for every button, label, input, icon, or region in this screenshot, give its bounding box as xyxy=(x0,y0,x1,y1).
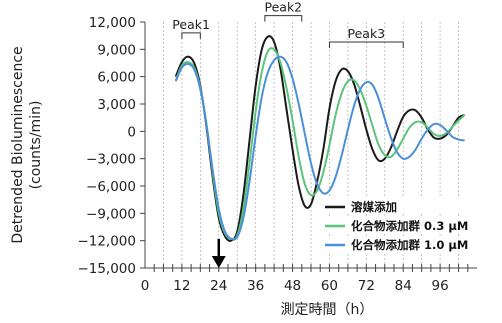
treatment-arrow xyxy=(211,238,226,268)
y-tick-label: 0 xyxy=(127,124,136,140)
peak-label: Peak1 xyxy=(172,17,210,32)
x-tick-label: 24 xyxy=(210,278,227,294)
y-tick-label: 9,000 xyxy=(97,42,136,58)
legend-bg xyxy=(323,217,502,233)
y-axis-title-line1: Detrended Bioluminescence xyxy=(10,46,26,243)
axes: 12,000 9,000 6,000 3,000 0 −3,000 −6,000 −9,000… xyxy=(77,15,477,294)
peak-label: Peak2 xyxy=(265,0,303,15)
peak-bracket xyxy=(328,41,404,49)
y-tick-label: −15,000 xyxy=(77,261,136,277)
x-axis-title: 測定時間（h） xyxy=(281,302,374,318)
series-line-3 xyxy=(174,55,465,241)
peak-bracket xyxy=(264,15,303,22)
legend-bg xyxy=(323,198,502,214)
x-tick-label: 84 xyxy=(395,278,412,294)
peak-bracket xyxy=(181,32,201,39)
legend-label: 化合物添加群 0.3 μM xyxy=(351,219,468,233)
x-tick-label: 36 xyxy=(247,278,264,294)
arrow-head xyxy=(211,256,226,268)
y-tick-label: −12,000 xyxy=(77,234,136,250)
x-tick-label: 96 xyxy=(432,278,449,294)
y-tick-label: 6,000 xyxy=(97,70,136,86)
y-tick-label: −9,000 xyxy=(86,206,136,222)
x-tick-label: 0 xyxy=(141,278,150,294)
y-tick-label: −3,000 xyxy=(86,152,136,168)
peak-label: Peak3 xyxy=(348,26,386,41)
legend-bg xyxy=(323,236,502,252)
y-tick-label: 12,000 xyxy=(89,15,136,31)
y-axis-title-line2: (counts/min) xyxy=(28,101,44,190)
legend-label: 溶媒添加 xyxy=(351,200,397,214)
x-tick-label: 72 xyxy=(358,278,375,294)
series-line-1 xyxy=(174,35,466,242)
y-tick-label: 3,000 xyxy=(97,97,136,113)
series-lines xyxy=(174,35,466,242)
x-tick-label: 12 xyxy=(173,278,190,294)
peak-annotations: Peak1 Peak2 Peak3 xyxy=(172,0,404,49)
x-tick-label: 60 xyxy=(321,278,338,294)
y-tick-label: −6,000 xyxy=(86,179,136,195)
x-tick-label: 48 xyxy=(284,278,301,294)
legend-label: 化合物添加群 1.0 μM xyxy=(351,238,468,252)
